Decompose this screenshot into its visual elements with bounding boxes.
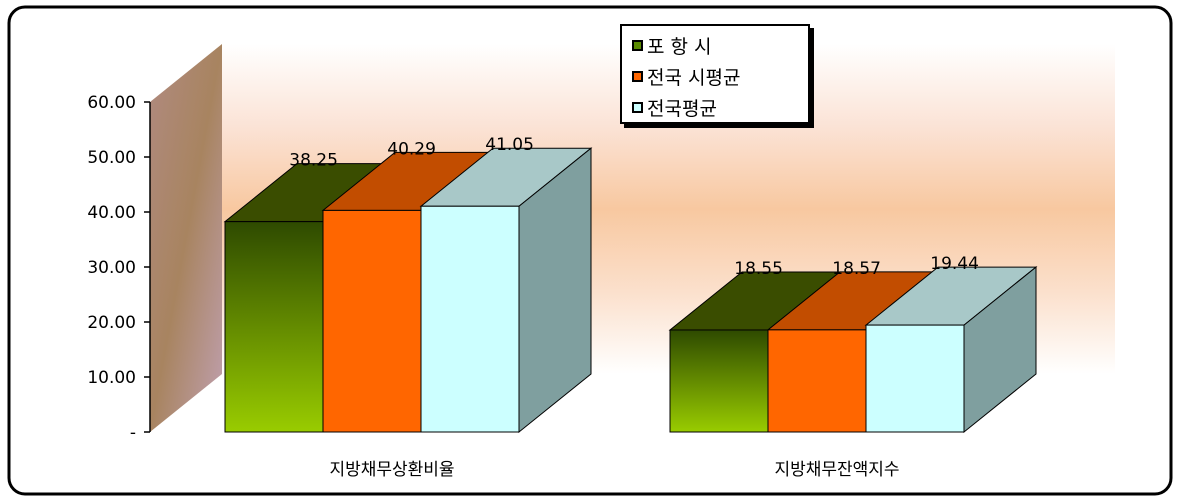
bar-value-label-0-0: 38.25 xyxy=(289,151,338,171)
side-wall xyxy=(150,44,222,432)
bar-value-label-2-0: 41.05 xyxy=(485,135,534,155)
legend: 포 항 시 전국 시평균 전국평균 xyxy=(620,24,810,124)
bar-1-0 xyxy=(322,209,422,433)
legend-label-city-avg: 전국 시평균 xyxy=(647,67,741,89)
y-tick-label: 10.00 xyxy=(87,368,136,388)
y-tick-label: 40.00 xyxy=(87,203,136,223)
legend-swatch-national-avg xyxy=(632,102,643,113)
y-tick-label: 60.00 xyxy=(87,93,136,113)
bar-2-0 xyxy=(420,205,520,433)
legend-label-national-avg: 전국평균 xyxy=(647,98,717,120)
x-category-label-1: 지방채무잔액지수 xyxy=(774,460,899,480)
y-tick-label: 20.00 xyxy=(87,313,136,333)
bar-0-0 xyxy=(224,221,324,433)
legend-item-national-avg: 전국평균 xyxy=(632,92,808,123)
bar-side-0 xyxy=(518,147,592,434)
y-tick-label: 50.00 xyxy=(87,148,136,168)
bar-2-1 xyxy=(865,324,965,433)
y-tick-label: - xyxy=(130,423,136,443)
bar-value-label-1-0: 40.29 xyxy=(387,139,436,159)
legend-swatch-city-avg xyxy=(632,71,643,82)
legend-item-pohang: 포 항 시 xyxy=(632,30,808,61)
x-category-label-0: 지방채무상환비율 xyxy=(329,460,454,480)
bar-side-1 xyxy=(963,266,1037,434)
bar-value-label-0-1: 18.55 xyxy=(734,259,783,279)
bar-0-1 xyxy=(669,329,769,433)
legend-label-pohang: 포 항 시 xyxy=(647,36,712,58)
y-tick-label: 30.00 xyxy=(87,258,136,278)
bar-value-label-2-1: 19.44 xyxy=(930,254,979,274)
bar-1-1 xyxy=(767,329,867,433)
bar-value-label-1-1: 18.57 xyxy=(832,259,881,279)
legend-swatch-pohang xyxy=(632,40,643,51)
legend-item-city-avg: 전국 시평균 xyxy=(632,61,808,92)
